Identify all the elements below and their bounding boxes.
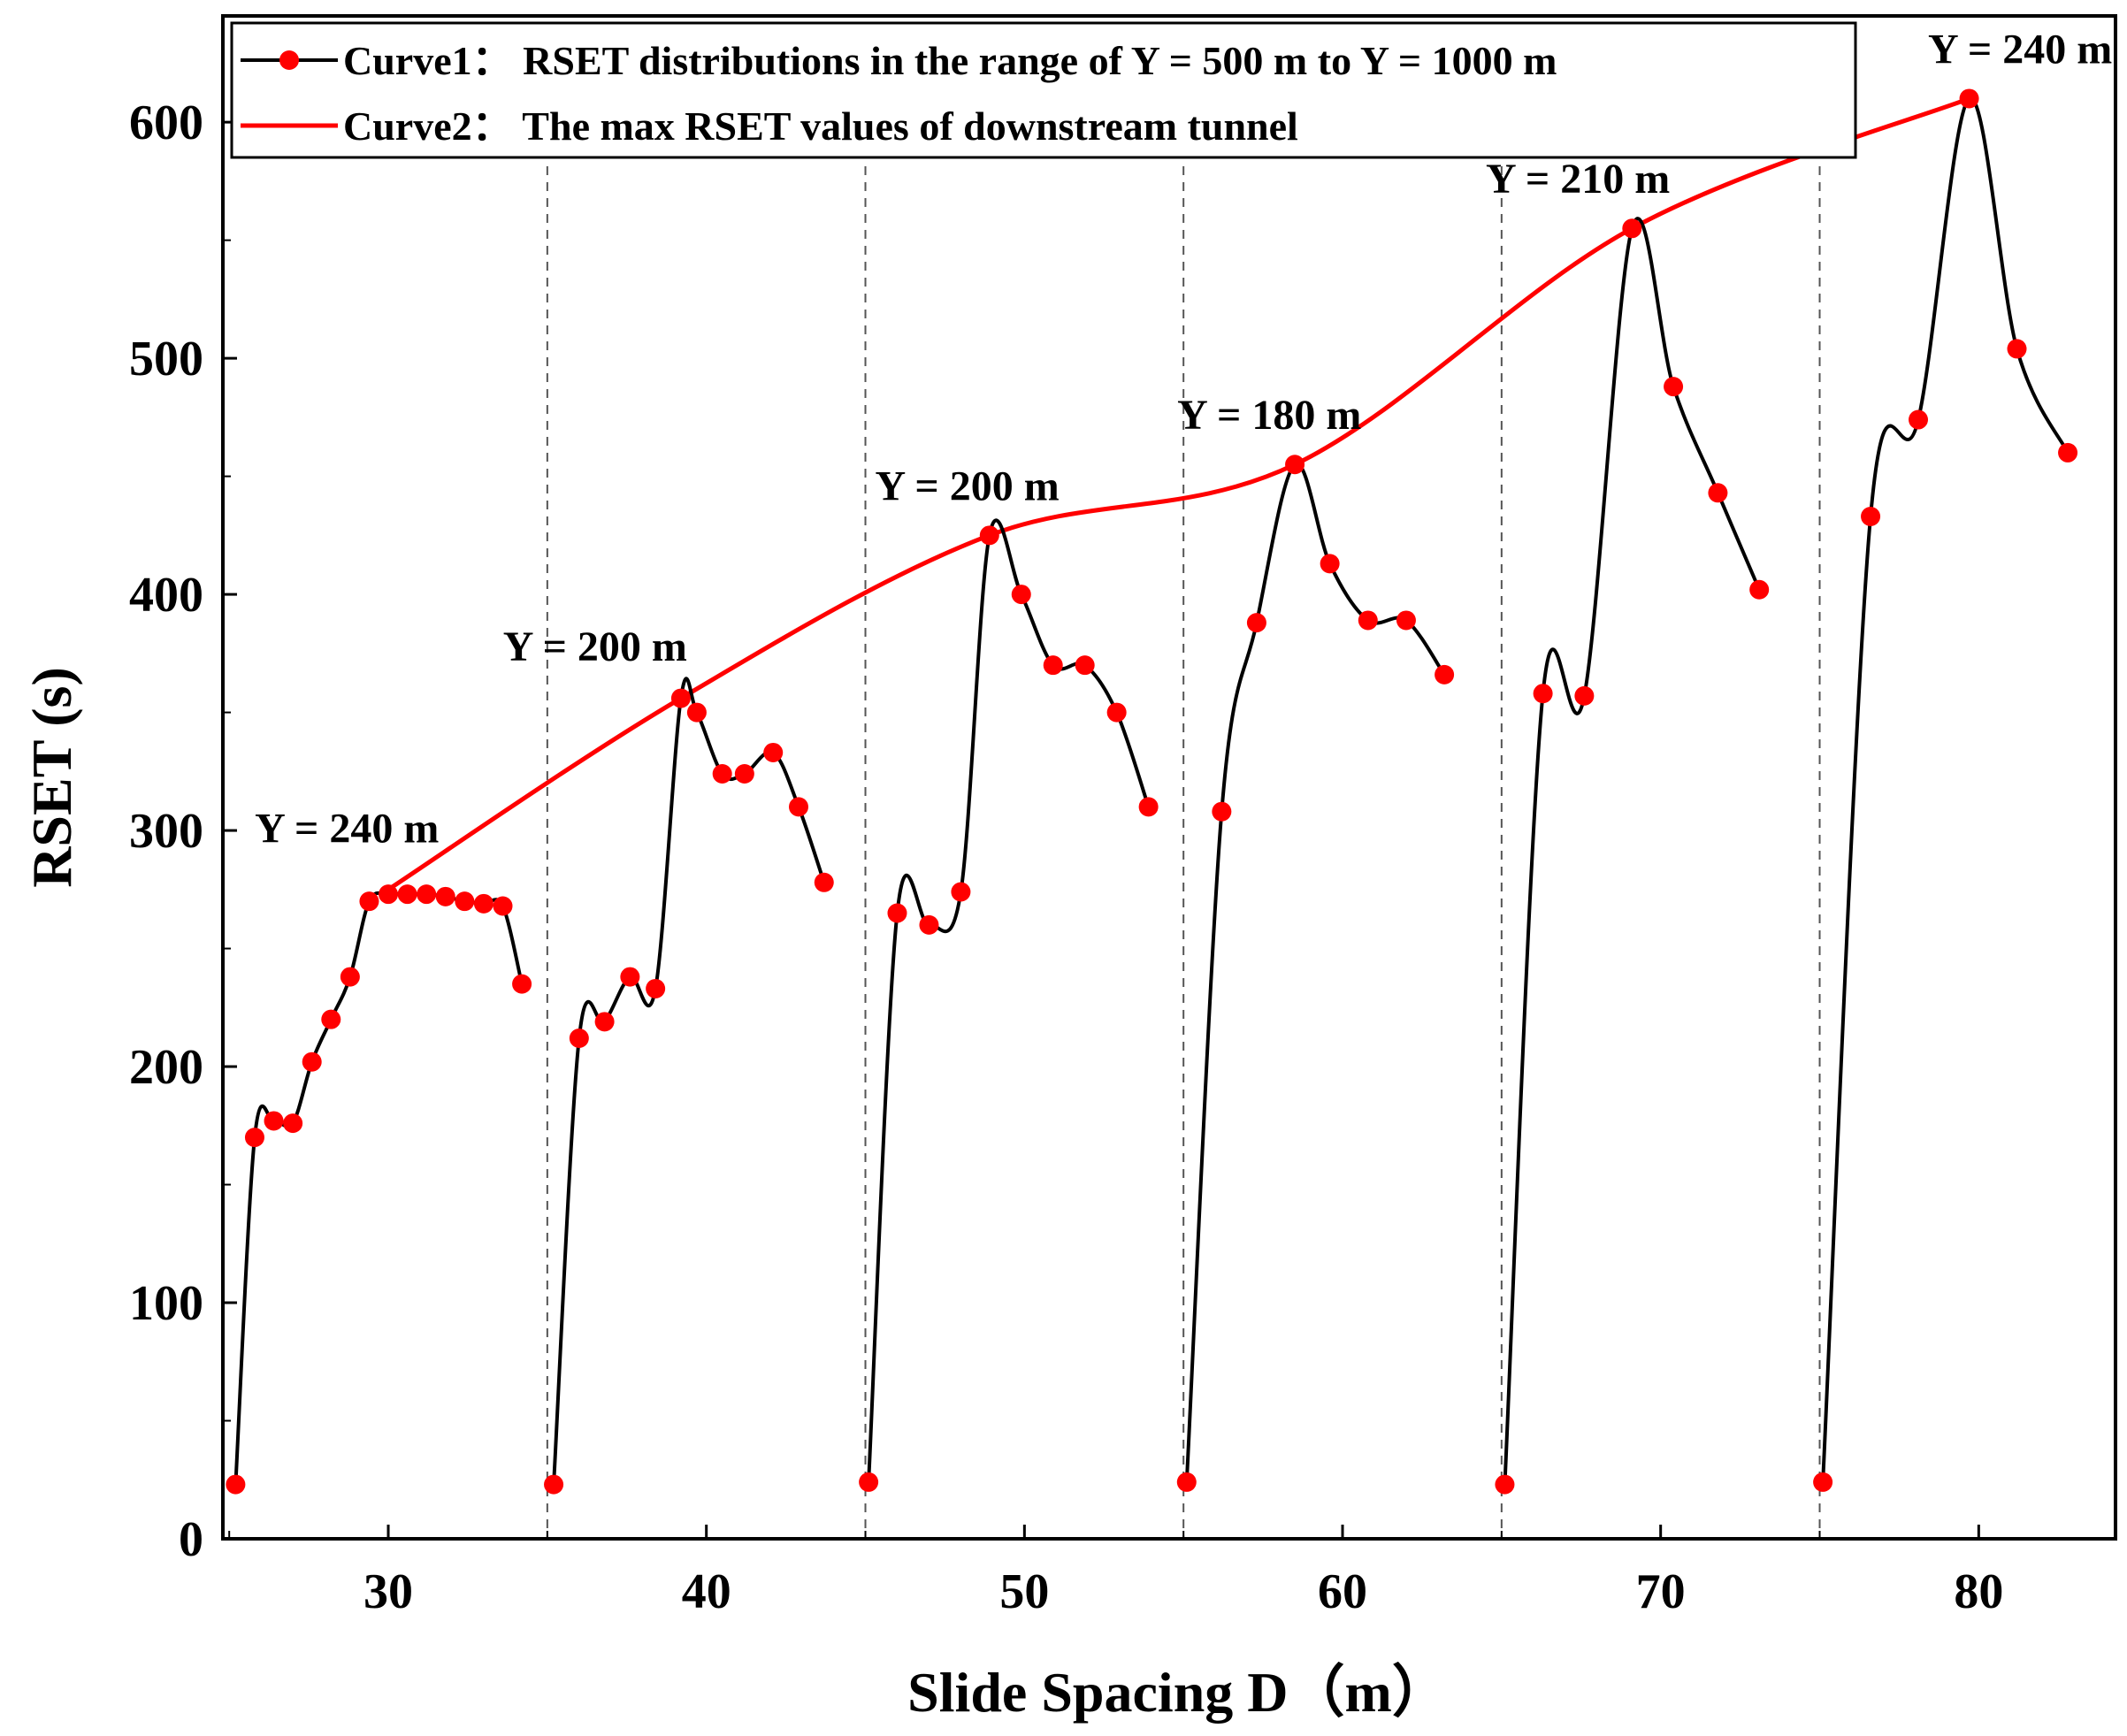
curve1-point (814, 872, 834, 892)
curve1-point (1075, 655, 1095, 676)
x-tick-label: 30 (363, 1564, 413, 1619)
curve1-point (979, 525, 999, 546)
curve1-point (397, 884, 417, 905)
x-tick-label: 80 (1954, 1564, 2003, 1619)
y-tick-label: 100 (129, 1276, 203, 1331)
curve1-point (493, 896, 513, 916)
legend-curve2-label: Curve2： The max RSET values of downstrea… (343, 103, 1298, 149)
curve1-point (512, 974, 532, 994)
curve1-point (1495, 1474, 1515, 1495)
curve1-point (1574, 685, 1595, 706)
curve1-layer (226, 88, 2078, 1495)
peak-annotation: Y = 240 m (255, 805, 439, 852)
curve1-point (1959, 88, 1979, 109)
curve1-point (1533, 684, 1553, 704)
axis-ticks: 30 40 50 60 70 80 0 100 200 300 400 500 600 (129, 96, 2003, 1619)
curve1-point (1212, 801, 1232, 822)
curve1-point (646, 978, 666, 998)
peak-annotation: Y = 240 m (1928, 26, 2112, 73)
curve1-point (951, 882, 971, 902)
curve1-point (763, 742, 784, 762)
peak-annotation: Y = 180 m (1177, 392, 1361, 439)
curve1-point (594, 1012, 615, 1032)
curve1-point (1708, 483, 1728, 503)
annotations: Y = 240 m Y = 200 m Y = 200 m Y = 180 m Y = … (255, 26, 2112, 852)
plot-frame (221, 14, 2117, 1541)
curve1-line-group-2 (552, 677, 826, 1485)
curve1-line-group-6 (1821, 96, 2070, 1483)
curve1-point (264, 1111, 284, 1131)
peak-annotation: Y = 200 m (876, 463, 1060, 509)
y-tick-label: 400 (129, 568, 203, 623)
legend: Curve1： RSET distributions in the range … (230, 21, 1857, 159)
curve1-point (544, 1474, 564, 1495)
y-tick-label: 300 (129, 804, 203, 859)
legend-curve1-label: Curve1： RSET distributions in the range … (343, 38, 1557, 83)
x-tick-label: 70 (1636, 1564, 1686, 1619)
curve1-point (1435, 664, 1455, 684)
curve1-point (435, 886, 455, 906)
curve1-point (340, 967, 360, 987)
curve1-point (1909, 409, 1929, 430)
curve1-point (1749, 579, 1770, 600)
curve2-line (386, 96, 1970, 891)
curve1-point (1043, 655, 1063, 676)
curve1-point (1246, 613, 1266, 633)
curve1-point (1011, 585, 1031, 605)
x-tick-label: 60 (1318, 1564, 1367, 1619)
x-tick-label: 40 (682, 1564, 731, 1619)
curve1-point (321, 1009, 341, 1029)
x-tick-label: 50 (999, 1564, 1049, 1619)
curve1-point (1320, 554, 1340, 574)
peak-annotation: Y = 200 m (503, 623, 687, 670)
curve1-point (473, 893, 493, 914)
y-axis-title: RSET (s) (20, 667, 83, 888)
curve1-point (1622, 218, 1642, 239)
curve1-line-group-1 (233, 891, 524, 1485)
curve1-point (569, 1029, 589, 1049)
y-tick-label: 600 (129, 96, 203, 150)
curve1-point (1861, 506, 1881, 526)
curve1-point (1138, 797, 1159, 817)
y-tick-label: 500 (129, 332, 203, 386)
curve1-point (2058, 442, 2078, 463)
curve1-point (283, 1113, 303, 1134)
curve1-point (1106, 702, 1127, 723)
curve1-point (887, 903, 907, 923)
curve1-point (379, 884, 399, 905)
legend-box (230, 21, 1857, 159)
curve1-point (1285, 455, 1305, 475)
curve1-point (620, 967, 640, 987)
y-tick-label: 0 (179, 1512, 203, 1567)
curve1-point (244, 1128, 264, 1148)
x-axis-title: Slide Spacing D（m） (907, 1661, 1449, 1724)
curve1-point (455, 891, 475, 912)
curve1-point (919, 914, 939, 935)
y-tick-label: 200 (129, 1040, 203, 1095)
curve1-point (1176, 1472, 1197, 1492)
curve1-point (670, 688, 691, 708)
curve2-layer (386, 96, 1970, 891)
curve1-line-group-5 (1503, 217, 1762, 1485)
curve1-point (1358, 610, 1378, 631)
curve1-point (1813, 1472, 1833, 1492)
curve1-point (788, 797, 808, 817)
curve1-point (226, 1474, 246, 1495)
curve1-point (359, 891, 379, 912)
curve1-point (417, 884, 437, 905)
peak-annotation: Y = 210 m (1486, 156, 1670, 203)
curve1-point (1396, 610, 1416, 631)
curve1-line-group-3 (867, 518, 1151, 1483)
curve1-point (712, 763, 732, 784)
curve1-point (734, 763, 754, 784)
curve1-point (686, 702, 707, 723)
legend-curve1-marker (279, 50, 299, 70)
curve1-point (1664, 377, 1684, 397)
curve1-point (859, 1472, 879, 1492)
curve1-point (302, 1052, 322, 1072)
group-separators (546, 166, 1821, 1539)
curve1-point (2007, 339, 2027, 359)
